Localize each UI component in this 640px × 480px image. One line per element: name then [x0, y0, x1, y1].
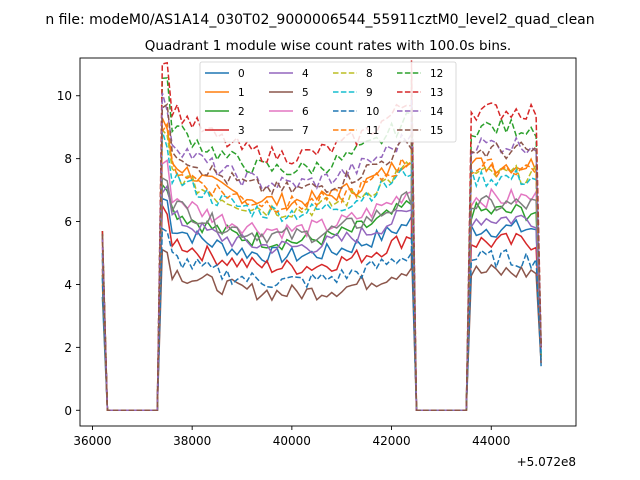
- legend-label: 2: [238, 106, 245, 118]
- series-line-4: [101, 184, 542, 412]
- legend-label: 4: [302, 68, 309, 80]
- series-line-15: [101, 103, 542, 412]
- legend-label: 11: [366, 125, 379, 137]
- axes: 36000 38000 40000 42000 44000 0 2 4 6 8 10: [57, 89, 511, 448]
- series-line-8: [101, 127, 542, 412]
- x-tick-label: 40000: [273, 434, 311, 448]
- legend-label: 3: [238, 125, 245, 137]
- series-line-9: [101, 131, 542, 412]
- y-tick-label: 4: [64, 278, 72, 292]
- figure-suptitle: n file: modeM0/AS1A14_030T02_9000006544_…: [45, 12, 594, 28]
- series-line-7: [101, 170, 542, 412]
- series-layer: [101, 60, 542, 412]
- y-tick-label: 2: [64, 341, 72, 355]
- series-line-14: [101, 92, 542, 412]
- series-line-0: [101, 197, 542, 412]
- series-line-10: [101, 227, 542, 412]
- legend-label: 7: [302, 125, 309, 137]
- y-tick-label: 6: [64, 215, 72, 229]
- legend-label: 0: [238, 68, 245, 80]
- legend-label: 13: [430, 87, 443, 99]
- series-line-11: [101, 122, 542, 412]
- x-tick-label: 44000: [472, 434, 510, 448]
- x-offset-label: +5.072e8: [517, 455, 576, 469]
- series-line-13: [101, 60, 542, 412]
- y-tick-label: 8: [64, 152, 72, 166]
- legend-label: 9: [366, 87, 373, 99]
- legend-label: 14: [430, 106, 444, 118]
- series-line-5: [101, 248, 542, 412]
- series-line-6: [101, 159, 542, 412]
- legend-label: 12: [430, 68, 443, 80]
- series-line-12: [101, 77, 542, 412]
- series-line-1: [101, 117, 542, 412]
- y-tick-label: 10: [57, 89, 72, 103]
- legend-label: 10: [366, 106, 379, 118]
- legend-label: 1: [238, 87, 245, 99]
- x-tick-label: 42000: [372, 434, 410, 448]
- x-tick-label: 36000: [73, 434, 111, 448]
- legend-label: 15: [430, 125, 443, 137]
- legend-frame: [199, 61, 457, 143]
- chart-title: Quadrant 1 module wise count rates with …: [145, 38, 511, 54]
- legend-label: 5: [302, 87, 309, 99]
- legend-label: 6: [302, 106, 309, 118]
- axes-frame: [79, 57, 577, 427]
- y-tick-label: 0: [64, 404, 72, 418]
- series-line-3: [101, 203, 542, 412]
- x-tick-label: 38000: [173, 434, 211, 448]
- legend-label: 8: [366, 68, 373, 80]
